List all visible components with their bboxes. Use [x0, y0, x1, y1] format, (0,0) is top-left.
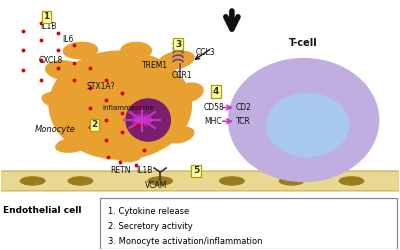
Text: Endothelial cell: Endothelial cell [3, 206, 81, 215]
Ellipse shape [172, 82, 204, 103]
Ellipse shape [125, 98, 171, 142]
Ellipse shape [338, 176, 364, 186]
Ellipse shape [166, 126, 194, 144]
Text: STX1A?: STX1A? [86, 82, 115, 91]
Ellipse shape [158, 50, 195, 70]
Text: 5: 5 [193, 166, 199, 175]
Ellipse shape [219, 176, 245, 186]
Ellipse shape [120, 42, 152, 59]
Text: IL1B: IL1B [136, 166, 152, 175]
Text: CD2: CD2 [236, 103, 252, 112]
Text: 3. Monocyte activation/inflammation: 3. Monocyte activation/inflammation [108, 237, 263, 246]
Ellipse shape [114, 147, 142, 162]
FancyBboxPatch shape [0, 171, 400, 191]
FancyBboxPatch shape [100, 198, 397, 249]
Text: 4: 4 [213, 87, 219, 96]
Text: 1. Cytokine release: 1. Cytokine release [108, 207, 190, 216]
Text: IL1B: IL1B [40, 22, 57, 31]
Text: CXCL8: CXCL8 [38, 56, 63, 65]
Ellipse shape [279, 176, 305, 186]
Ellipse shape [48, 50, 192, 160]
Ellipse shape [266, 93, 350, 157]
Ellipse shape [68, 176, 93, 186]
Text: MHC: MHC [204, 117, 222, 126]
Text: 1: 1 [44, 12, 50, 21]
Ellipse shape [55, 137, 90, 153]
Ellipse shape [45, 60, 84, 80]
Text: Inflammasome: Inflammasome [102, 104, 154, 110]
Text: IL6: IL6 [62, 35, 74, 44]
Ellipse shape [147, 176, 173, 186]
Text: CCR1: CCR1 [172, 71, 193, 80]
Text: CCL3: CCL3 [196, 48, 216, 58]
Text: VCAM: VCAM [145, 182, 167, 190]
Text: TCR: TCR [236, 117, 251, 126]
Text: CD58: CD58 [204, 103, 225, 112]
Ellipse shape [42, 92, 72, 108]
Ellipse shape [62, 42, 98, 59]
Text: 2. Secretory activity: 2. Secretory activity [108, 222, 193, 231]
Text: TREM1: TREM1 [142, 61, 168, 70]
Ellipse shape [20, 176, 46, 186]
Text: Monocyte: Monocyte [34, 126, 75, 134]
Text: 2: 2 [91, 120, 98, 130]
Text: 3: 3 [175, 40, 181, 49]
Text: T-cell: T-cell [289, 38, 318, 48]
Ellipse shape [228, 58, 379, 182]
Text: RETN: RETN [110, 166, 131, 175]
